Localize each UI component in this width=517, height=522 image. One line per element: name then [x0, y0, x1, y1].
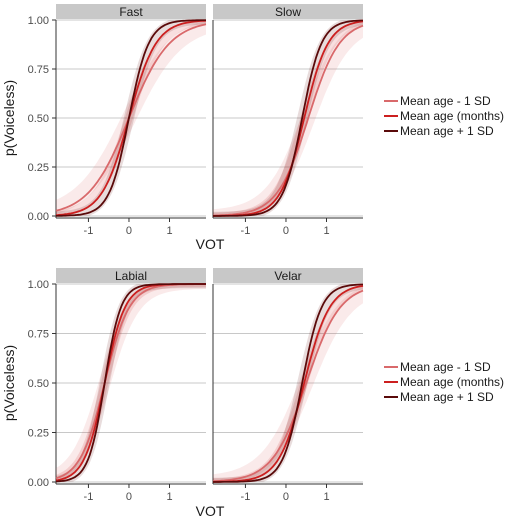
x-tick-label: 0: [126, 491, 132, 503]
facet-title: Labial: [115, 269, 147, 283]
x-tick-label: -1: [84, 225, 94, 237]
confidence-band-mean-age-months: [56, 20, 206, 216]
x-axis-title: VOT: [196, 503, 225, 519]
y-tick-label: 1.00: [28, 279, 49, 291]
legend-label: Mean age + 1 SD: [400, 124, 494, 138]
y-tick-label: 0.75: [28, 64, 49, 76]
facet-strip: [56, 268, 206, 283]
x-tick-label: 1: [323, 225, 329, 237]
legend-label: Mean age (months): [400, 375, 504, 389]
confidence-band-mean-age-1-sd: [56, 20, 206, 216]
y-tick-label: 0.50: [28, 378, 49, 390]
series-line-mean-age-1-sd: [55, 283, 206, 483]
confidence-band-mean-age-1-sd: [56, 20, 206, 215]
y-axis-title: p(Voiceless): [1, 345, 17, 421]
legend-label: Mean age (months): [400, 109, 504, 123]
y-tick-label: 0.50: [28, 113, 49, 125]
y-tick-label: 0.00: [28, 477, 49, 489]
legend-label: Mean age - 1 SD: [400, 360, 491, 374]
x-tick-label: 0: [283, 225, 289, 237]
x-tick-label: -1: [84, 491, 94, 503]
series-line-mean-age-1-sd: [213, 283, 363, 483]
series-line-mean-age-1-sd: [56, 19, 206, 217]
facet-strip: [213, 4, 363, 19]
panel-fast: Fast -1 0 1 0.00 0.25 0.50 0.75 1.00: [28, 4, 207, 237]
x-tick-label: -1: [241, 491, 251, 503]
panel-labial: Labial -1 0 1 0.00 0.25 0.50 0.75 1.00: [28, 268, 206, 503]
x-tick-label: 0: [126, 225, 132, 237]
legend-label: Mean age - 1 SD: [400, 94, 491, 108]
y-tick-label: 1.00: [28, 15, 49, 27]
x-axis-title: VOT: [196, 236, 225, 252]
panel-velar: Velar -1 0 1: [212, 268, 364, 503]
x-tick-label: 1: [166, 225, 172, 237]
series-line-mean-age-1-sd: [213, 19, 363, 217]
x-tick-label: 1: [166, 491, 172, 503]
facet-title: Fast: [119, 5, 143, 19]
x-tick-label: 1: [323, 491, 329, 503]
y-tick-label: 0.75: [28, 329, 49, 341]
x-tick-label: -1: [241, 225, 251, 237]
facet-strip: [56, 4, 206, 19]
facet-title: Slow: [275, 5, 301, 19]
facet-strip: [213, 268, 363, 283]
confidence-band-mean-age-1-sd: [213, 286, 363, 482]
series-line-mean-age-1-sd: [212, 289, 364, 483]
y-tick-label: 0.25: [28, 162, 49, 174]
y-axis-title: p(Voiceless): [1, 80, 17, 156]
y-tick-label: 0.25: [28, 428, 49, 440]
x-tick-label: 0: [283, 491, 289, 503]
y-tick-label: 0.00: [28, 211, 49, 223]
facet-title: Velar: [274, 269, 301, 283]
legend-label: Mean age + 1 SD: [400, 390, 494, 404]
panel-slow: Slow -1 0 1: [212, 4, 364, 237]
